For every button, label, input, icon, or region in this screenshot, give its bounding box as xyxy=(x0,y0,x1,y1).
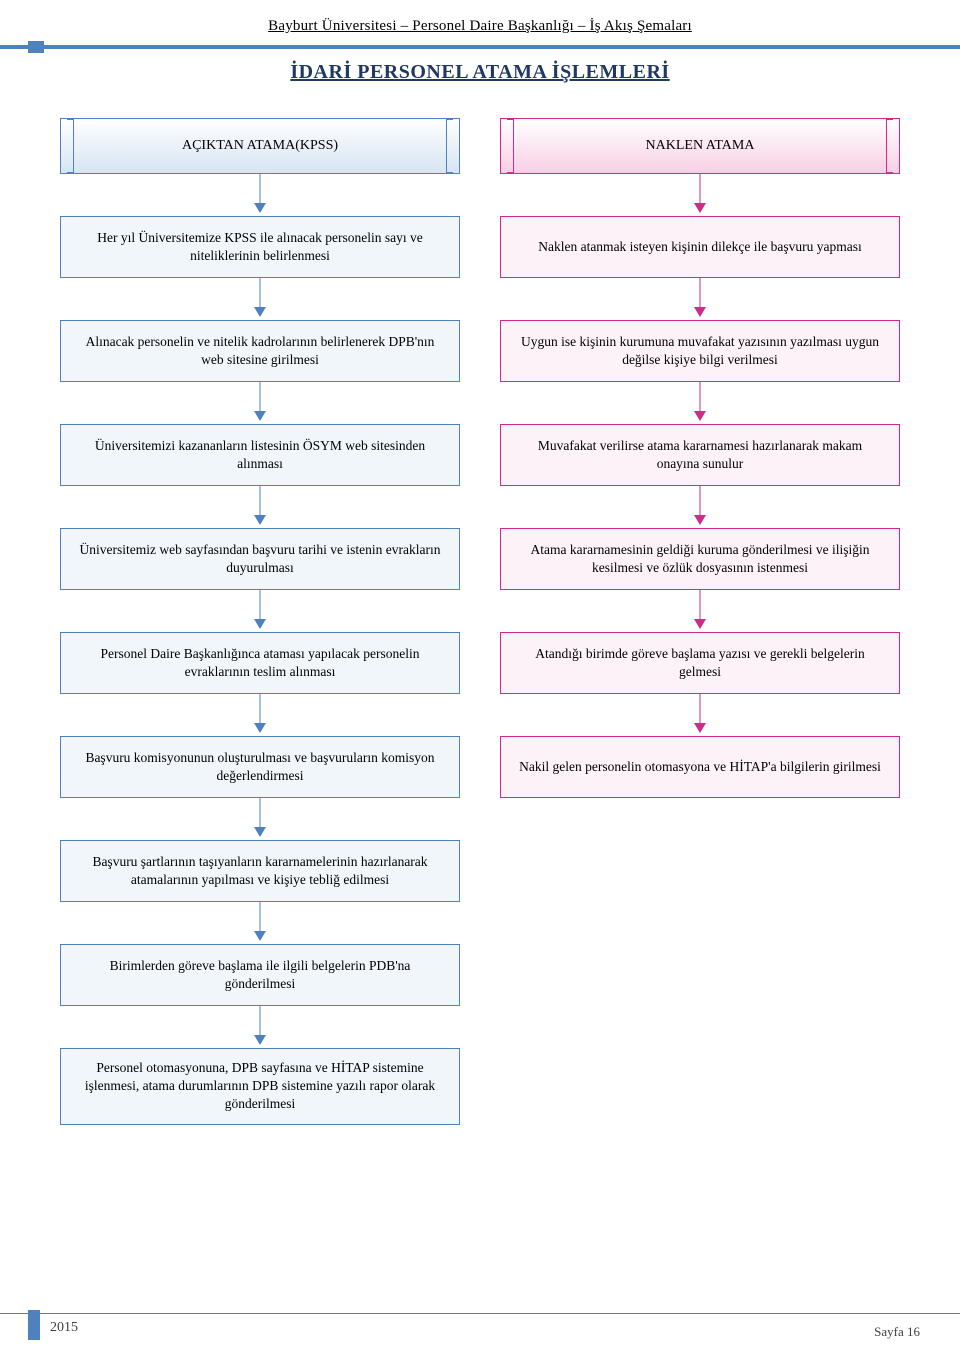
flow-column-right: NAKLEN ATAMA Naklen atanmak isteyen kişin… xyxy=(500,118,900,798)
flowchart-canvas: AÇIKTAN ATAMA(KPSS) Her yıl Üniversitemiz… xyxy=(60,118,920,1198)
flow-step: Naklen atanmak isteyen kişinin dilekçe i… xyxy=(500,216,900,278)
flow-arrow xyxy=(60,278,460,320)
flow-step-text: Alınacak personelin ve nitelik kadroları… xyxy=(75,333,445,369)
flow-arrow xyxy=(60,486,460,528)
flow-arrow xyxy=(500,694,900,736)
flow-step-text: Her yıl Üniversitemize KPSS ile alınacak… xyxy=(75,229,445,265)
footer-page-number: Sayfa 16 xyxy=(874,1324,920,1340)
flow-arrow xyxy=(500,382,900,424)
flow-step-text: Personel otomasyonuna, DPB sayfasına ve … xyxy=(75,1059,445,1114)
header-rule xyxy=(0,41,960,53)
footer-year: 2015 xyxy=(50,1320,78,1336)
flow-arrow xyxy=(500,278,900,320)
flow-arrow xyxy=(60,1006,460,1048)
flow-arrow xyxy=(60,590,460,632)
column-header-left: AÇIKTAN ATAMA(KPSS) xyxy=(60,118,460,174)
flow-step-text: Üniversitemiz web sayfasından başvuru ta… xyxy=(75,541,445,577)
flow-arrow xyxy=(60,902,460,944)
flow-step: Her yıl Üniversitemize KPSS ile alınacak… xyxy=(60,216,460,278)
column-header-label: NAKLEN ATAMA xyxy=(646,138,755,154)
flow-step: Uygun ise kişinin kurumuna muvafakat yaz… xyxy=(500,320,900,382)
flow-arrow xyxy=(500,486,900,528)
page-header: Bayburt Üniversitesi – Personel Daire Ba… xyxy=(0,0,960,35)
flow-step: Üniversitemiz web sayfasından başvuru ta… xyxy=(60,528,460,590)
flow-step: Başvuru şartlarının taşıyanların kararna… xyxy=(60,840,460,902)
flow-step-text: Atama kararnamesinin geldiği kuruma gönd… xyxy=(515,541,885,577)
flow-step: Atama kararnamesinin geldiği kuruma gönd… xyxy=(500,528,900,590)
flow-column-left: AÇIKTAN ATAMA(KPSS) Her yıl Üniversitemiz… xyxy=(60,118,460,1125)
flow-step-text: Naklen atanmak isteyen kişinin dilekçe i… xyxy=(538,238,862,256)
column-header-label: AÇIKTAN ATAMA(KPSS) xyxy=(182,138,338,154)
flow-arrow xyxy=(500,174,900,216)
flow-step: Muvafakat verilirse atama kararnamesi ha… xyxy=(500,424,900,486)
flow-step: Başvuru komisyonunun oluşturulması ve ba… xyxy=(60,736,460,798)
flow-step-text: Personel Daire Başkanlığınca ataması yap… xyxy=(75,645,445,681)
flow-step: Personel Daire Başkanlığınca ataması yap… xyxy=(60,632,460,694)
flow-step: Üniversitemizi kazananların listesinin Ö… xyxy=(60,424,460,486)
flow-step-text: Üniversitemizi kazananların listesinin Ö… xyxy=(75,437,445,473)
flow-arrow xyxy=(60,694,460,736)
flow-arrow xyxy=(500,590,900,632)
flow-step-text: Başvuru komisyonunun oluşturulması ve ba… xyxy=(75,749,445,785)
flow-step: Alınacak personelin ve nitelik kadroları… xyxy=(60,320,460,382)
flow-step: Personel otomasyonuna, DPB sayfasına ve … xyxy=(60,1048,460,1125)
flow-step-text: Uygun ise kişinin kurumuna muvafakat yaz… xyxy=(515,333,885,369)
page-footer: 2015 Sayfa 16 xyxy=(0,1313,960,1357)
flow-step: Atandığı birimde göreve başlama yazısı v… xyxy=(500,632,900,694)
flow-step: Nakil gelen personelin otomasyona ve HİT… xyxy=(500,736,900,798)
flow-step-text: Başvuru şartlarının taşıyanların kararna… xyxy=(75,853,445,889)
flow-step-text: Nakil gelen personelin otomasyona ve HİT… xyxy=(519,758,881,776)
column-header-right: NAKLEN ATAMA xyxy=(500,118,900,174)
flow-step-text: Birimlerden göreve başlama ile ilgili be… xyxy=(75,957,445,993)
flow-arrow xyxy=(60,382,460,424)
flow-arrow xyxy=(60,174,460,216)
flow-step-text: Atandığı birimde göreve başlama yazısı v… xyxy=(515,645,885,681)
flow-step-text: Muvafakat verilirse atama kararnamesi ha… xyxy=(515,437,885,473)
flow-step: Birimlerden göreve başlama ile ilgili be… xyxy=(60,944,460,1006)
flow-arrow xyxy=(60,798,460,840)
page-title: İDARİ PERSONEL ATAMA İŞLEMLERİ xyxy=(0,61,960,84)
